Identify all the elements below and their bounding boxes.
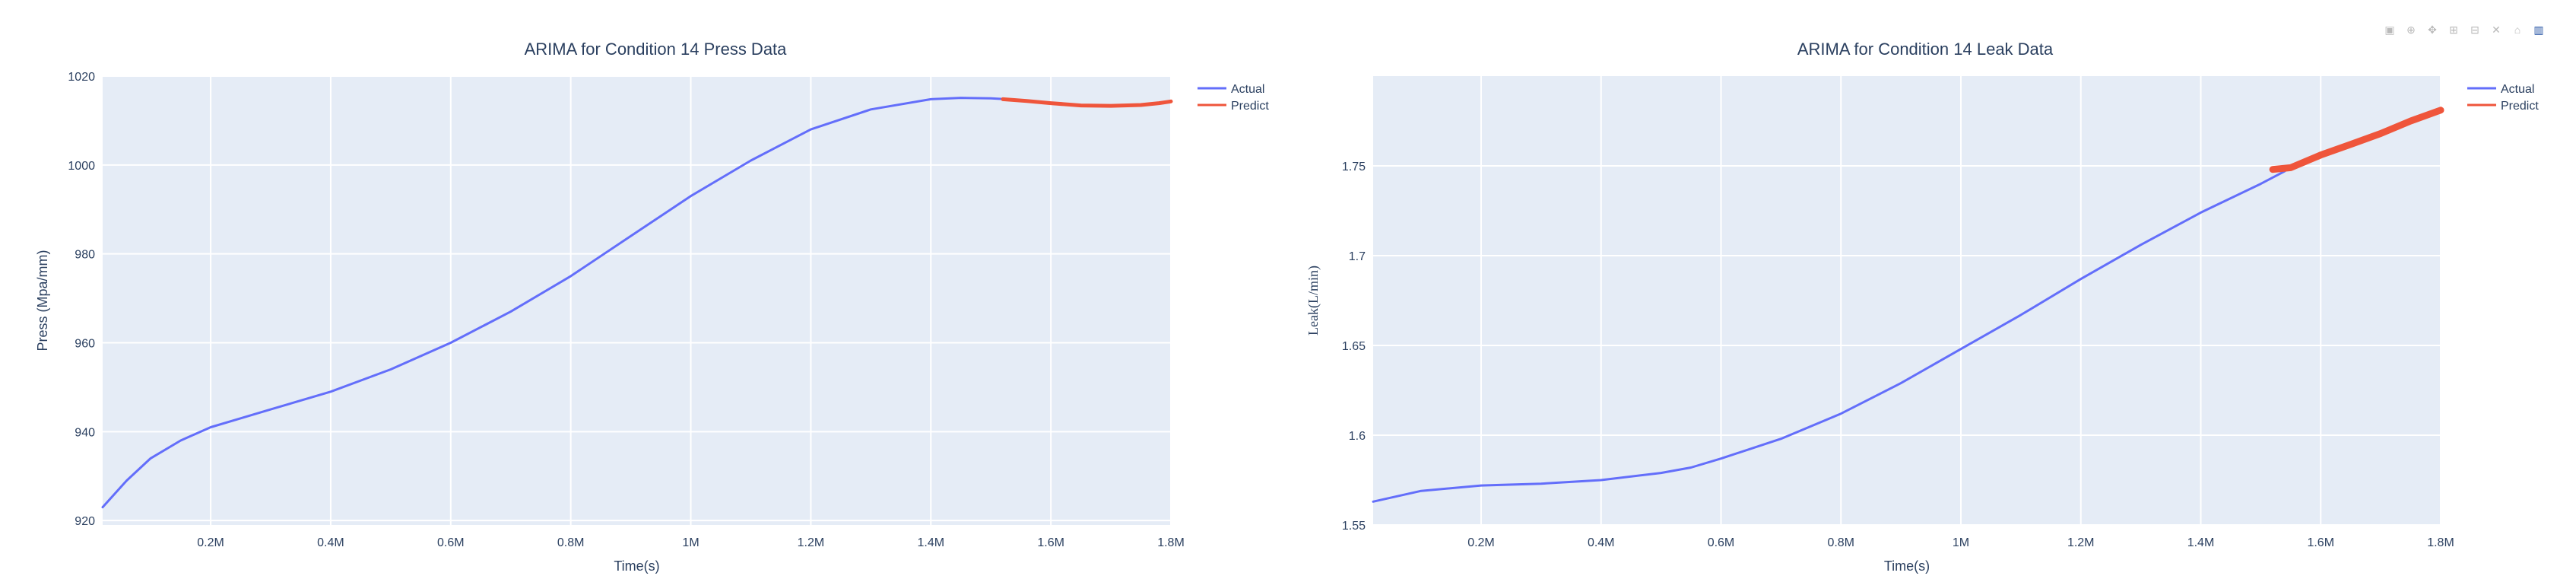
- camera-icon[interactable]: ▣: [2384, 23, 2395, 36]
- zoom-icon[interactable]: ⊕: [2406, 23, 2416, 36]
- zoom-in-icon[interactable]: ⊞: [2449, 23, 2458, 36]
- y-tick-label: 940: [75, 426, 95, 439]
- x-tick-label: 0.4M: [317, 536, 344, 549]
- legend-label-actual: Actual: [1231, 83, 1264, 96]
- x-tick-label: 1M: [1953, 536, 1969, 549]
- x-tick-label: 1.2M: [2067, 536, 2095, 549]
- x-tick-label: 0.2M: [1467, 536, 1495, 549]
- home-icon[interactable]: ⌂: [2514, 24, 2521, 36]
- y-tick-label: 1.75: [1342, 161, 1366, 173]
- zoom-out-icon[interactable]: ⊟: [2470, 23, 2479, 36]
- y-tick-label: 920: [75, 515, 95, 528]
- x-tick-label: 1.2M: [798, 536, 825, 549]
- series-line-actual: [101, 97, 1023, 509]
- series-line-predict: [1001, 97, 1173, 108]
- legend: Actual Predict: [1198, 83, 1269, 113]
- y-tick-label: 1.65: [1342, 340, 1366, 353]
- x-tick-label: 0.8M: [557, 536, 585, 549]
- x-axis-title: Time(s): [1884, 558, 1930, 574]
- x-tick-label: 1M: [682, 536, 699, 549]
- chart-2: 0.2M 0.4M 0.6M 0.8M 1M 1.2M 1.4M 1.6M 1.8M 1.55 1.…: [1305, 40, 2539, 574]
- chart-title: ARIMA for Condition 14 Leak Data: [1797, 40, 2054, 59]
- chart-1: 0.2M 0.4M 0.6M 0.8M 1M 1.2M 1.4M 1.6M 1.8M 920 940…: [35, 40, 1269, 574]
- legend-label-predict: Predict: [2501, 100, 2539, 113]
- y-tick-label: 1.55: [1342, 520, 1366, 533]
- series-line-actual: [1372, 170, 2286, 503]
- plot-area: [1373, 76, 2441, 525]
- y-tick-label: 1.6: [1349, 430, 1366, 443]
- y-axis-title: Press (Mpa/mm): [35, 250, 50, 351]
- x-tick-label: 1.4M: [2187, 536, 2215, 549]
- legend-label-predict: Predict: [1231, 100, 1269, 113]
- y-tick-label: 960: [75, 337, 95, 350]
- x-tick-label: 1.8M: [2427, 536, 2454, 549]
- x-tick-label: 0.2M: [197, 536, 224, 549]
- y-tick-label: 1000: [68, 160, 95, 173]
- pan-icon[interactable]: ✥: [2428, 23, 2437, 36]
- plot-modebar: ▣ ⊕ ✥ ⊞ ⊟ ✕ ⌂ ▥: [2383, 23, 2546, 37]
- y-axis-title: Leak(L/min): [1305, 266, 1321, 336]
- x-axis-title: Time(s): [614, 558, 659, 574]
- chart-title: ARIMA for Condition 14 Press Data: [525, 40, 788, 59]
- x-tick-label: 0.6M: [1708, 536, 1735, 549]
- autoscale-icon[interactable]: ✕: [2492, 23, 2501, 36]
- x-tick-label: 1.6M: [2307, 536, 2334, 549]
- x-tick-label: 0.4M: [1588, 536, 1615, 549]
- legend-label-actual: Actual: [2501, 83, 2534, 96]
- x-tick-label: 1.8M: [1157, 536, 1185, 549]
- legend: Actual Predict: [2467, 83, 2539, 113]
- y-tick-label: 1020: [68, 71, 95, 84]
- plotly-logo-icon[interactable]: ▥: [2533, 23, 2544, 36]
- y-tick-label: 1.7: [1349, 250, 1366, 263]
- x-tick-label: 1.6M: [1037, 536, 1064, 549]
- y-tick-label: 980: [75, 249, 95, 262]
- x-tick-label: 1.4M: [917, 536, 944, 549]
- series-line-predict: [2269, 107, 2444, 173]
- x-tick-label: 0.8M: [1827, 536, 1854, 549]
- x-tick-label: 0.6M: [437, 536, 465, 549]
- plot-area: [103, 76, 1171, 525]
